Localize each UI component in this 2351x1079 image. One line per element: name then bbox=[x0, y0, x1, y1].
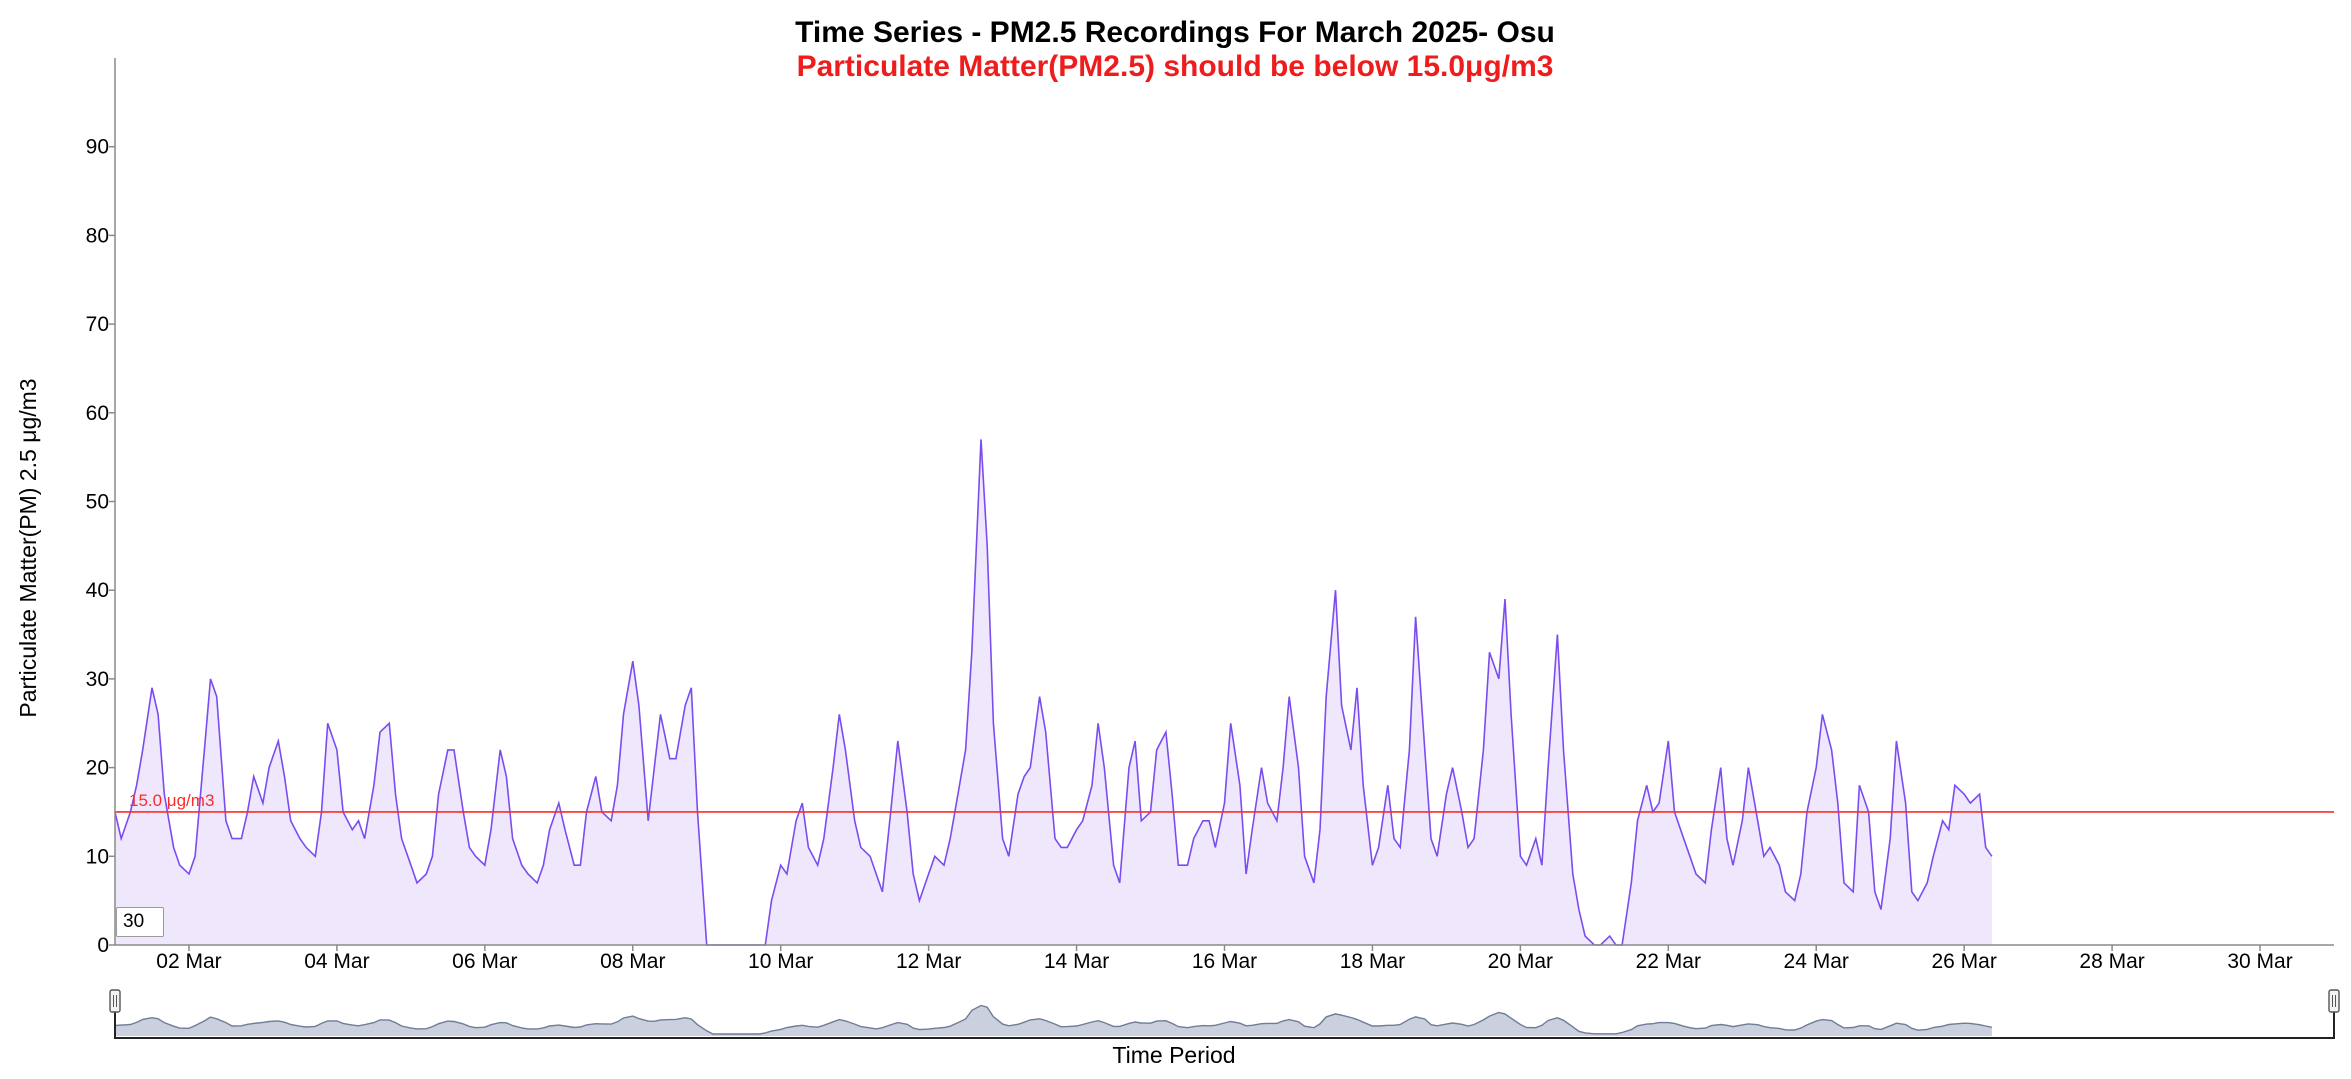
x-tick-label: 20 Mar bbox=[1488, 950, 1553, 973]
range-navigator[interactable] bbox=[109, 989, 2340, 1039]
x-tick-label: 14 Mar bbox=[1044, 950, 1109, 973]
y-tick-label: 0 bbox=[97, 934, 109, 957]
y-axis-ticks: 0 10 20 30 40 50 60 70 80 90 bbox=[86, 136, 115, 957]
x-tick-label: 24 Mar bbox=[1784, 950, 1849, 973]
navigator-frame bbox=[114, 996, 2335, 1039]
threshold-label: 15.0 μg/m3 bbox=[129, 791, 214, 810]
handle-body[interactable] bbox=[2328, 989, 2340, 1013]
x-axis-label: Time Period bbox=[1112, 1042, 1235, 1068]
y-tick-label: 10 bbox=[86, 845, 109, 868]
x-tick-label: 10 Mar bbox=[748, 950, 813, 973]
x-tick-label: 04 Mar bbox=[304, 950, 369, 973]
x-tick-label: 08 Mar bbox=[600, 950, 665, 973]
y-tick-label: 20 bbox=[86, 757, 109, 780]
rolling-window-input[interactable] bbox=[116, 907, 164, 937]
y-tick-label: 60 bbox=[86, 402, 109, 425]
x-tick-label: 18 Mar bbox=[1340, 950, 1405, 973]
y-tick-label: 80 bbox=[86, 224, 109, 247]
navigator-series-line bbox=[114, 1004, 1993, 1035]
pm25-area-fill bbox=[115, 439, 1992, 945]
y-tick-label: 90 bbox=[86, 136, 109, 159]
y-axis-label: Particulate Matter(PM) 2.5 μg/m3 bbox=[15, 378, 41, 717]
x-tick-label: 06 Mar bbox=[452, 950, 517, 973]
y-tick-label: 40 bbox=[86, 579, 109, 602]
y-tick-label: 50 bbox=[86, 491, 109, 514]
pm25-series-line bbox=[114, 439, 1993, 946]
x-axis-ticks: 02 Mar 04 Mar 06 Mar 08 Mar 10 Mar 12 Mar 14 M… bbox=[156, 945, 2293, 973]
plot-area: 15.0 μg/m3 bbox=[114, 439, 2334, 946]
y-tick-label: 70 bbox=[86, 313, 109, 336]
x-tick-label: 28 Mar bbox=[2079, 950, 2144, 973]
navigator-left-handle[interactable] bbox=[109, 989, 121, 1013]
chart-subtitle: Particulate Matter(PM2.5) should be belo… bbox=[797, 50, 1554, 83]
navigator-right-handle[interactable] bbox=[2328, 989, 2340, 1013]
navigator-area-fill bbox=[115, 1005, 1992, 1036]
handle-body[interactable] bbox=[109, 989, 121, 1013]
x-tick-label: 16 Mar bbox=[1192, 950, 1257, 973]
x-tick-label: 22 Mar bbox=[1636, 950, 1701, 973]
x-tick-label: 02 Mar bbox=[156, 950, 221, 973]
chart-title: Time Series - PM2.5 Recordings For March… bbox=[795, 16, 1555, 49]
y-tick-label: 30 bbox=[86, 668, 109, 691]
x-tick-label: 26 Mar bbox=[1931, 950, 1996, 973]
x-tick-label: 30 Mar bbox=[2227, 950, 2292, 973]
x-tick-label: 12 Mar bbox=[896, 950, 961, 973]
